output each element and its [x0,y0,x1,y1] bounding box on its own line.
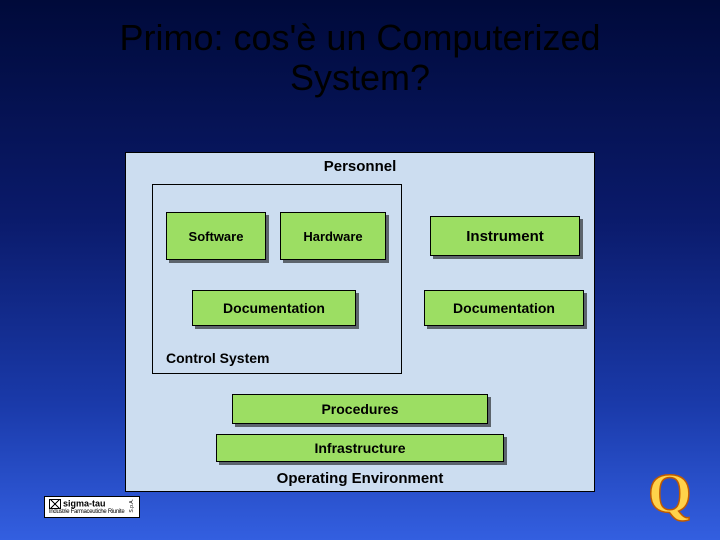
hardware-box: Hardware [280,212,386,260]
instrument-box: Instrument [430,216,580,256]
infrastructure-box-label: Infrastructure [314,440,405,456]
operating-environment-label: Operating Environment [125,470,595,487]
sigma-tau-logo: sigma-tau S.p.A. Industrie Farmaceutiche… [44,496,140,518]
procedures-box: Procedures [232,394,488,424]
documentation-right-label: Documentation [453,300,555,316]
software-box: Software [166,212,266,260]
title-line-2: System? [290,57,430,98]
procedures-box-label: Procedures [321,401,398,417]
q-badge: Q [648,462,692,526]
logo-spa: S.p.A. [130,499,135,513]
documentation-left-label: Documentation [223,300,325,316]
hardware-box-label: Hardware [303,229,362,244]
title-line-1: Primo: cos'è un Computerized [119,17,600,58]
slide-title: Primo: cos'è un Computerized System? [0,0,720,97]
personnel-label: Personnel [125,158,595,175]
sigma-mark-icon [49,499,61,509]
documentation-left-box: Documentation [192,290,356,326]
control-system-label: Control System [166,350,346,366]
logo-brand: sigma-tau [63,498,106,508]
logo-subtitle: Industrie Farmaceutiche Riunite [49,509,135,515]
infrastructure-box: Infrastructure [216,434,504,462]
documentation-right-box: Documentation [424,290,584,326]
software-box-label: Software [189,229,244,244]
instrument-box-label: Instrument [466,228,544,245]
